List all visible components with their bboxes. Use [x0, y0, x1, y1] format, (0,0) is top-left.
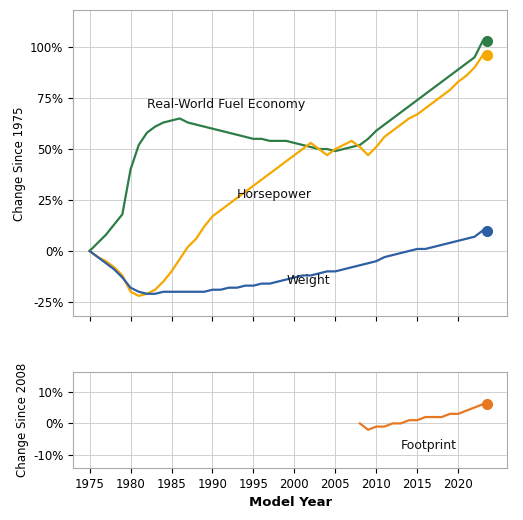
Text: Weight: Weight — [286, 274, 330, 287]
Text: Real-World Fuel Economy: Real-World Fuel Economy — [147, 98, 305, 111]
Text: Horsepower: Horsepower — [237, 188, 312, 201]
X-axis label: Model Year: Model Year — [249, 496, 332, 509]
Y-axis label: Change Since 1975: Change Since 1975 — [13, 106, 26, 220]
Y-axis label: Change Since 2008: Change Since 2008 — [16, 363, 29, 477]
Text: Footprint: Footprint — [401, 439, 457, 452]
